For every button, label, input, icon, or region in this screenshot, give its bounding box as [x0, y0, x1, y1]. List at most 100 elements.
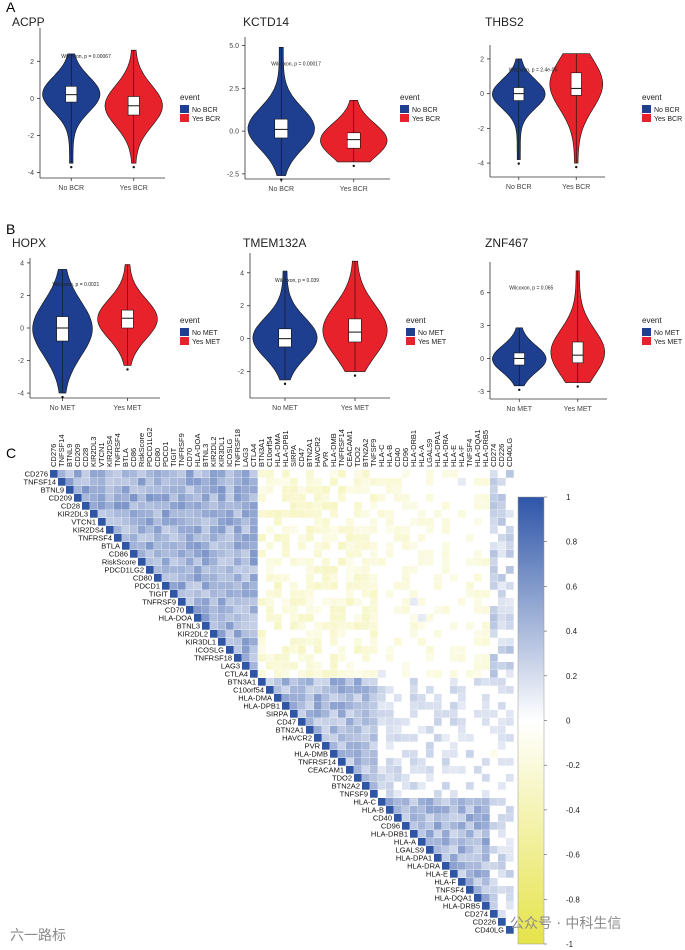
legend-label-no: No MET — [418, 330, 444, 337]
heatmap-cell — [234, 550, 242, 558]
heatmap-cell — [186, 550, 194, 558]
x-tick-label: No BCR — [58, 185, 84, 192]
heatmap-cell — [322, 542, 330, 550]
heatmap-cell — [146, 510, 154, 518]
heatmap-cell — [90, 486, 98, 494]
heatmap-cell — [330, 630, 338, 638]
heatmap-cell — [410, 814, 418, 822]
heatmap-cell — [426, 750, 434, 758]
heatmap-cell — [458, 798, 466, 806]
heatmap-cell — [314, 694, 322, 702]
heatmap-cell — [474, 830, 482, 838]
heatmap-cell — [442, 766, 450, 774]
heatmap-cell — [178, 526, 186, 534]
heatmap-cell — [242, 502, 250, 510]
colorbar-tick-label: 1 — [566, 493, 571, 502]
heatmap-cell — [410, 734, 418, 742]
heatmap-cell — [314, 630, 322, 638]
heatmap-cell — [482, 822, 490, 830]
heatmap-cell — [218, 534, 226, 542]
heatmap-cell — [506, 622, 514, 630]
heatmap-cell — [370, 526, 378, 534]
heatmap-cell — [290, 646, 298, 654]
heatmap-cell — [306, 702, 314, 710]
heatmap-cell — [122, 470, 130, 478]
heatmap-cell — [274, 478, 282, 486]
heatmap-cell — [450, 574, 458, 582]
heatmap-cell — [362, 670, 370, 678]
heatmap-cell — [154, 470, 162, 478]
heatmap-cell — [418, 782, 426, 790]
heatmap-cell — [274, 534, 282, 542]
heatmap-cell — [330, 534, 338, 542]
heatmap-cell — [314, 486, 322, 494]
heatmap-cell — [410, 542, 418, 550]
heatmap-cell — [426, 558, 434, 566]
heatmap-cell — [178, 542, 186, 550]
heatmap-cell — [474, 502, 482, 510]
heatmap-cell — [178, 558, 186, 566]
heatmap-cell — [298, 558, 306, 566]
heatmap-cell — [330, 470, 338, 478]
heatmap-cell — [218, 494, 226, 502]
heatmap-cell — [426, 798, 434, 806]
heatmap-cell — [234, 646, 242, 654]
outlier-point — [61, 395, 64, 399]
heatmap-cell — [322, 502, 330, 510]
heatmap-cell — [394, 774, 402, 782]
heatmap-cell — [298, 638, 306, 646]
heatmap-cell — [466, 798, 474, 806]
heatmap-cell — [482, 494, 490, 502]
heatmap-cell — [210, 550, 218, 558]
col-label: KIR2DS4 — [105, 436, 114, 467]
heatmap-cell — [306, 590, 314, 598]
heatmap-cell — [490, 494, 498, 502]
box — [121, 309, 134, 329]
heatmap-cell — [378, 710, 386, 718]
heatmap-cell — [306, 710, 314, 718]
heatmap-cell — [218, 502, 226, 510]
heatmap-cell — [338, 734, 346, 742]
heatmap-cell — [490, 846, 498, 854]
heatmap-cell — [498, 518, 506, 526]
heatmap-cell — [474, 854, 482, 862]
heatmap-cell — [338, 686, 346, 694]
heatmap-cell — [370, 718, 378, 726]
box — [346, 132, 361, 149]
heatmap-cell — [362, 766, 370, 774]
heatmap-cell — [458, 806, 466, 814]
legend-5: event No MET Yes MET — [406, 316, 447, 346]
heatmap-cell — [466, 870, 474, 878]
heatmap-cell — [402, 542, 410, 550]
heatmap-cell — [186, 542, 194, 550]
heatmap-cell — [466, 854, 474, 862]
heatmap-cell — [322, 526, 330, 534]
y-tick-label: -2.5 — [227, 171, 239, 178]
heatmap-cell — [202, 582, 210, 590]
heatmap-cell — [234, 502, 242, 510]
heatmap-cell — [306, 654, 314, 662]
legend-4: event No MET Yes MET — [180, 316, 221, 346]
heatmap-cell — [458, 510, 466, 518]
heatmap-cell — [426, 774, 434, 782]
heatmap-cell — [506, 534, 514, 542]
heatmap-cell — [314, 734, 322, 742]
heatmap-cell — [218, 542, 226, 550]
heatmap-cell — [186, 470, 194, 478]
heatmap-cell — [402, 670, 410, 678]
heatmap-cell — [170, 566, 178, 574]
heatmap-cell — [442, 758, 450, 766]
heatmap-cell — [506, 670, 514, 678]
heatmap-cell — [290, 558, 298, 566]
heatmap-cell — [186, 598, 194, 606]
chart-title: ACPP — [12, 15, 45, 29]
legend-1: event No BCR Yes BCR — [180, 93, 220, 123]
heatmap-cell — [418, 598, 426, 606]
heatmap-cell — [362, 614, 370, 622]
heatmap-cell — [402, 526, 410, 534]
heatmap-cell — [338, 630, 346, 638]
heatmap-cell — [282, 678, 290, 686]
heatmap-cell — [90, 502, 98, 510]
row-label: CD40 — [373, 814, 392, 823]
heatmap-cell — [426, 686, 434, 694]
